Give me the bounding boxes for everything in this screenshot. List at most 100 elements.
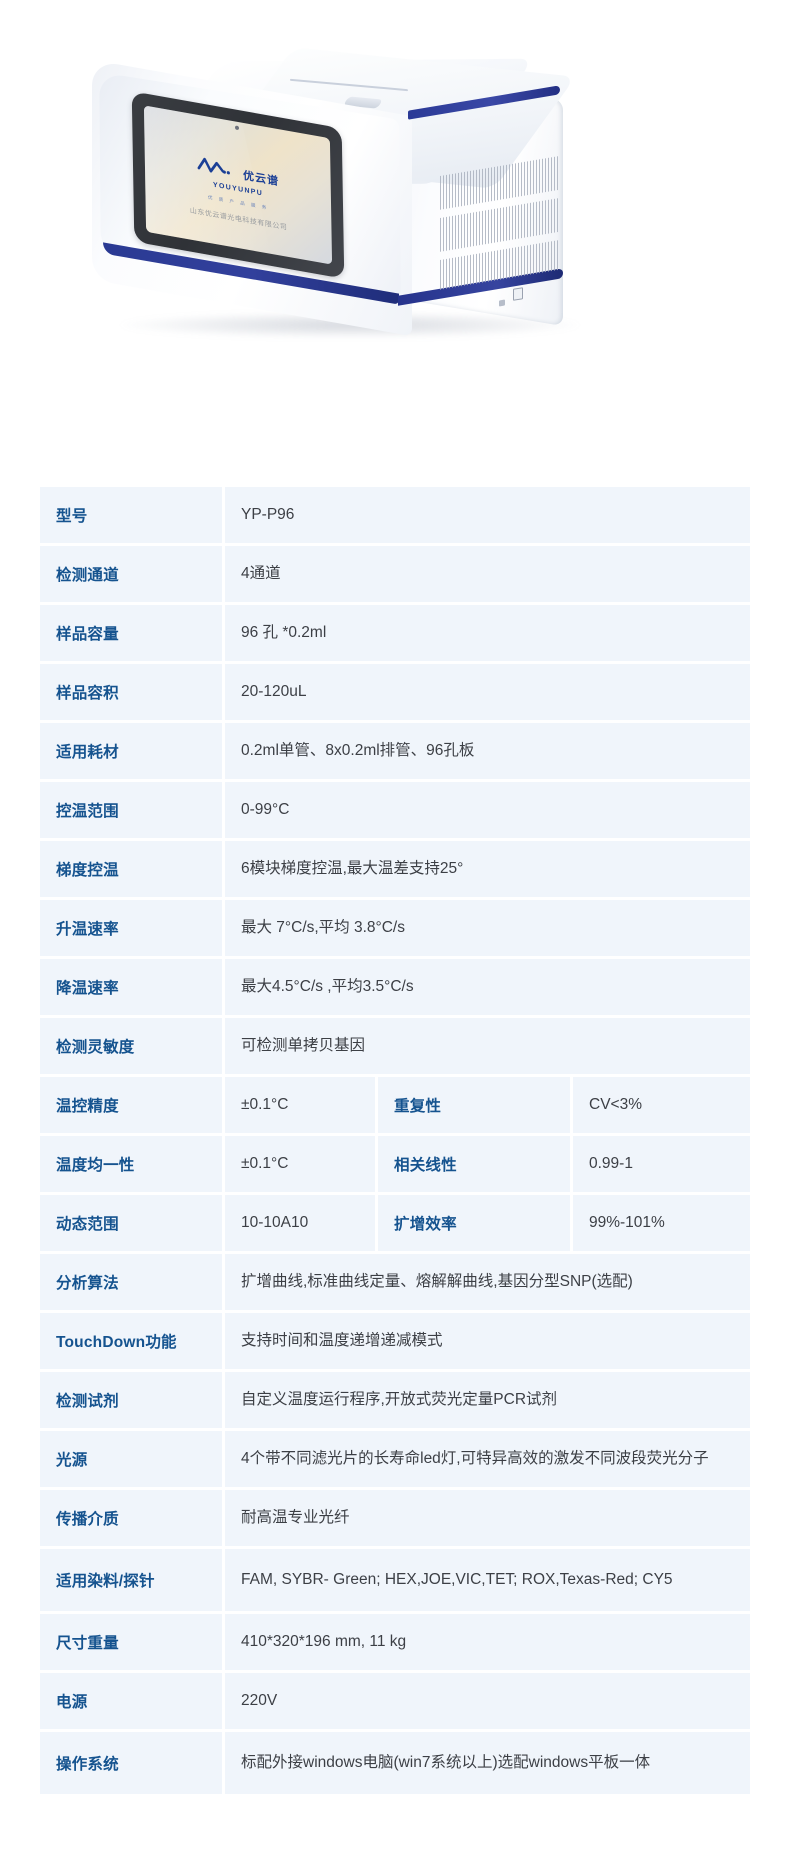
spec-label: 重复性 — [378, 1077, 570, 1133]
specification-table: 型号 YP-P96 检测通道 4通道 样品容量 96 孔 *0.2ml 样品容积 20-120… — [40, 487, 750, 1797]
table-row: 检测灵敏度 可检测单拷贝基因 — [40, 1018, 750, 1074]
vent-slat — [458, 172, 459, 207]
table-row: TouchDown功能 支持时间和温度递增递减模式 — [40, 1313, 750, 1369]
table-row: 适用耗材 0.2ml单管、8x0.2ml排管、96孔板 — [40, 723, 750, 779]
spec-value: 4个带不同滤光片的长寿命led灯,可特异高效的激发不同波段荧光分子 — [225, 1431, 750, 1487]
vent-slat — [515, 247, 516, 278]
table-row: 梯度控温 6模块梯度控温,最大温差支持25° — [40, 841, 750, 897]
vent-slat — [536, 159, 537, 194]
spec-label: 相关线性 — [378, 1136, 570, 1192]
spec-label: 升温速率 — [40, 900, 222, 956]
spec-label: 分析算法 — [40, 1254, 222, 1310]
vent-slat — [530, 202, 531, 237]
vent-slat — [551, 199, 552, 234]
vent-slat — [458, 256, 459, 287]
wave-logo-icon — [196, 155, 236, 185]
table-row: 温控精度 ±0.1°C 重复性 CV<3% — [40, 1077, 750, 1133]
vent-slat — [479, 169, 480, 204]
vent-slat — [491, 251, 492, 282]
vent-slat — [461, 214, 462, 249]
vent-slat — [476, 211, 477, 246]
table-row: 升温速率 最大 7°C/s,平均 3.8°C/s — [40, 900, 750, 956]
vent-slat — [440, 175, 441, 210]
spec-value: 支持时间和温度递增递减模式 — [225, 1313, 750, 1369]
vent-slat — [557, 198, 558, 233]
spec-label: 温控精度 — [40, 1077, 222, 1133]
table-row: 分析算法 扩增曲线,标准曲线定量、熔解解曲线,基因分型SNP(选配) — [40, 1254, 750, 1310]
vent-slat — [467, 255, 468, 286]
vent-slat — [476, 253, 477, 284]
spec-value: 0.2ml单管、8x0.2ml排管、96孔板 — [225, 723, 750, 779]
vent-slat — [512, 163, 513, 198]
screen-camera-dot — [234, 125, 240, 131]
vent-slat — [548, 199, 549, 234]
vent-slat — [473, 212, 474, 247]
vent-slat — [443, 217, 444, 252]
vent-slat — [503, 249, 504, 280]
vent-slat — [476, 169, 477, 204]
spec-label: 扩增效率 — [378, 1195, 570, 1251]
vent-slat — [473, 170, 474, 205]
vent-slat — [548, 241, 549, 272]
vent-slat — [443, 259, 444, 290]
vent-slat — [506, 248, 507, 279]
vent-slat — [530, 160, 531, 195]
vent-slat — [503, 165, 504, 200]
vent-slat — [497, 250, 498, 281]
vent-slat — [515, 163, 516, 198]
vent-slat — [536, 243, 537, 274]
vent-slat — [542, 242, 543, 273]
spec-value: 0.99-1 — [573, 1136, 750, 1192]
table-row: 检测通道 4通道 — [40, 546, 750, 602]
vent-slat — [509, 248, 510, 279]
vent-slat — [455, 257, 456, 288]
vent-slat — [440, 259, 441, 290]
spec-value: ±0.1°C — [225, 1136, 375, 1192]
spec-value: YP-P96 — [225, 487, 750, 543]
spec-value: 99%-101% — [573, 1195, 750, 1251]
vent-slat — [557, 156, 558, 191]
vent-slat — [491, 209, 492, 244]
vent-slat — [446, 174, 447, 209]
vent-slat — [500, 207, 501, 242]
spec-label: 电源 — [40, 1673, 222, 1729]
spec-value: 4通道 — [225, 546, 750, 602]
vent-slat — [518, 162, 519, 197]
vent-slat — [482, 252, 483, 283]
vent-slat — [461, 256, 462, 287]
table-row: 温度均一性 ±0.1°C 相关线性 0.99-1 — [40, 1136, 750, 1192]
vent-slat — [482, 210, 483, 245]
vent-slat — [506, 164, 507, 199]
spec-label: 检测通道 — [40, 546, 222, 602]
vent-slat — [548, 157, 549, 192]
vent-slat — [467, 171, 468, 206]
spec-value: 耐高温专业光纤 — [225, 1490, 750, 1546]
vent-slat — [539, 201, 540, 236]
spec-value: FAM, SYBR- Green; HEX,JOE,VIC,TET; ROX,T… — [225, 1549, 750, 1611]
spec-value: 220V — [225, 1673, 750, 1729]
spec-label: 降温速率 — [40, 959, 222, 1015]
spec-label: 控温范围 — [40, 782, 222, 838]
vent-slat — [521, 204, 522, 239]
table-row: 控温范围 0-99°C — [40, 782, 750, 838]
device-touchscreen: 优云谱 YOUYUNPU 优 质 产 品 服 务 山东优云谱光电科技有限公司 — [143, 105, 333, 265]
spec-value: 自定义温度运行程序,开放式荧光定量PCR试剂 — [225, 1372, 750, 1428]
vent-slat — [482, 168, 483, 203]
table-row: 操作系统 标配外接windows电脑(win7系统以上)选配windows平板一体 — [40, 1732, 750, 1794]
device-screen-bezel: 优云谱 YOUYUNPU 优 质 产 品 服 务 山东优云谱光电科技有限公司 — [131, 91, 345, 279]
spec-value: 96 孔 *0.2ml — [225, 605, 750, 661]
vent-slat — [554, 240, 555, 271]
spec-label: 光源 — [40, 1431, 222, 1487]
vent-slat — [551, 157, 552, 192]
spec-value: 最大4.5°C/s ,平均3.5°C/s — [225, 959, 750, 1015]
vent-slat — [458, 214, 459, 249]
spec-label: 型号 — [40, 487, 222, 543]
spec-label: 检测试剂 — [40, 1372, 222, 1428]
vent-slat — [554, 198, 555, 233]
vent-slat — [452, 257, 453, 288]
vent-slat — [539, 243, 540, 274]
vent-slat — [449, 174, 450, 209]
vent-slat — [521, 162, 522, 197]
vent-slat — [449, 216, 450, 251]
vent-slat — [536, 201, 537, 236]
